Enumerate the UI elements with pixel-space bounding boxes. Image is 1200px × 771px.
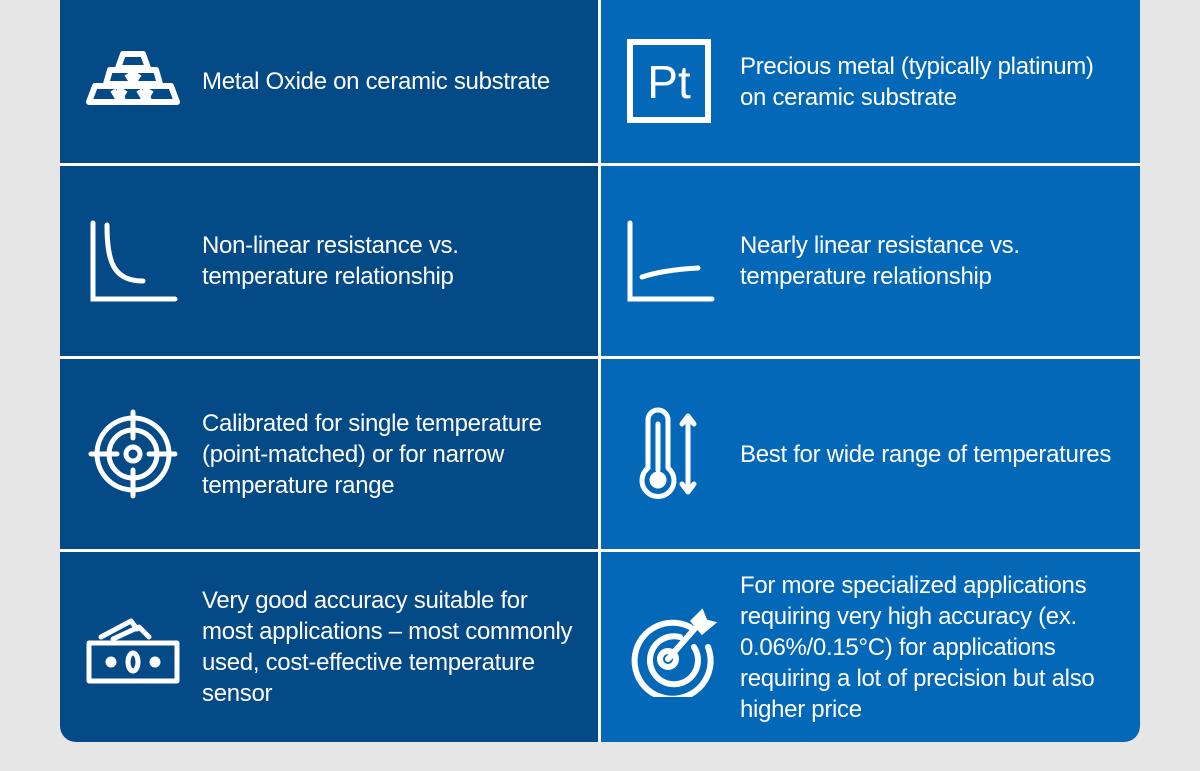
- cell-text: Non-linear resistance vs. temperature re…: [202, 232, 459, 290]
- platinum-element-icon: Pt: [620, 32, 720, 132]
- cell-good-accuracy: Very good accuracy suitable for most app…: [60, 552, 598, 742]
- comparison-table: Metal Oxide on ceramic substrate Pt Prec…: [60, 0, 1140, 742]
- cell-text: For more specialized applications requir…: [740, 571, 1095, 723]
- cell-nonlinear: Non-linear resistance vs. temperature re…: [60, 166, 598, 356]
- money-icon: [83, 597, 183, 697]
- cell-metal-oxide: Metal Oxide on ceramic substrate: [60, 0, 598, 163]
- cell-text: Precious metal (typically platinum) on c…: [740, 52, 1094, 111]
- cell-text: Very good accuracy suitable for most app…: [202, 587, 573, 707]
- gold-bars-icon: [83, 32, 183, 132]
- nonlinear-curve-icon: [83, 211, 183, 311]
- linear-curve-icon: [620, 211, 720, 311]
- thermometer-range-icon: [620, 404, 720, 504]
- platinum-symbol: Pt: [647, 56, 691, 108]
- cell-text: Calibrated for single temperature (point…: [202, 409, 542, 499]
- cell-text: Metal Oxide on ceramic substrate: [202, 68, 550, 95]
- cell-text: Nearly linear resistance vs. temperature…: [740, 232, 1020, 290]
- crosshair-icon: [83, 404, 183, 504]
- cell-specialized: For more specialized applications requir…: [601, 552, 1140, 742]
- cell-precious-metal: Pt Precious metal (typically platinum) o…: [601, 0, 1140, 163]
- cell-wide-range: Best for wide range of temperatures: [601, 359, 1140, 549]
- cell-linear: Nearly linear resistance vs. temperature…: [601, 166, 1140, 356]
- cell-text: Best for wide range of temperatures: [740, 440, 1112, 468]
- target-arrow-icon: [620, 597, 720, 702]
- cell-calibrated: Calibrated for single temperature (point…: [60, 359, 598, 549]
